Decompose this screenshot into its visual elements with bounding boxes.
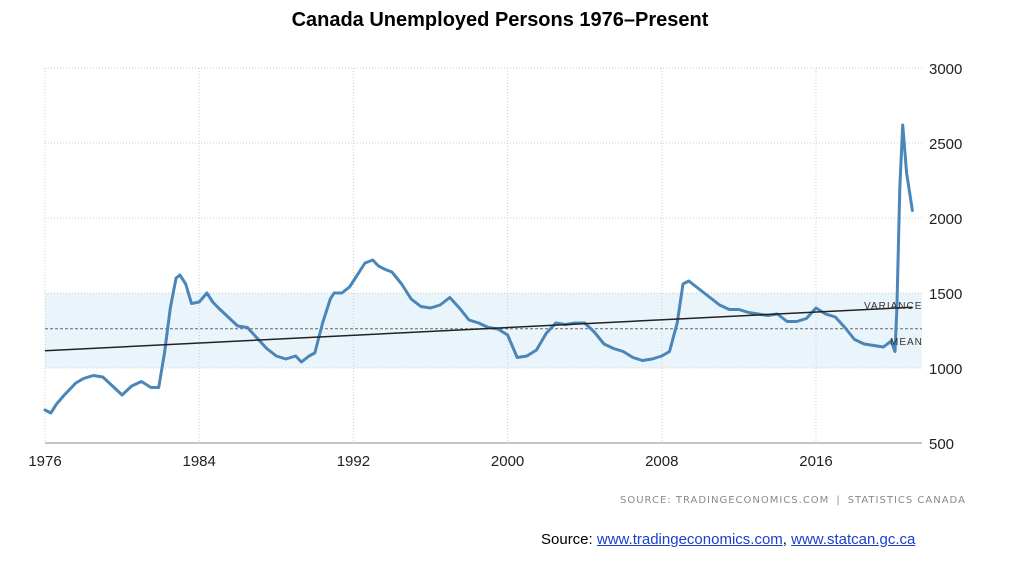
source-line: Source: www.tradingeconomics.com, www.st… bbox=[541, 531, 915, 548]
y-tick-label: 3000 bbox=[929, 61, 962, 78]
mean-label: MEAN bbox=[890, 337, 923, 348]
x-tick-label: 1984 bbox=[183, 453, 216, 470]
x-tick-label: 2000 bbox=[491, 453, 524, 470]
x-tick-label: 2008 bbox=[645, 453, 678, 470]
source-prefix: Source: bbox=[541, 531, 597, 548]
x-tick-label: 2016 bbox=[799, 453, 832, 470]
variance-band bbox=[45, 293, 922, 368]
y-tick-label: 500 bbox=[929, 436, 954, 453]
x-tick-label: 1992 bbox=[337, 453, 370, 470]
y-tick-label: 2500 bbox=[929, 136, 962, 153]
y-tick-label: 1500 bbox=[929, 286, 962, 303]
tradingeconomics-link[interactable]: www.tradingeconomics.com bbox=[596, 531, 783, 548]
x-tick-label: 1976 bbox=[28, 453, 61, 470]
source-caption-right: STATISTICS CANADA bbox=[847, 495, 966, 506]
variance-label: VARIANCE bbox=[864, 301, 922, 312]
y-tick-label: 2000 bbox=[929, 211, 962, 228]
chart-title: Canada Unemployed Persons 1976–Present bbox=[291, 9, 709, 31]
statcan-link[interactable]: www.statcan.gc.ca bbox=[791, 531, 916, 548]
y-tick-label: 1000 bbox=[929, 361, 962, 378]
source-caption-separator: | bbox=[836, 495, 841, 506]
source-caption-left: SOURCE: TRADINGECONOMICS.COM bbox=[620, 495, 830, 506]
source-caption: SOURCE: TRADINGECONOMICS.COM | STATISTICS … bbox=[620, 495, 966, 506]
source-comma: , bbox=[782, 531, 792, 548]
series-line bbox=[43, 123, 914, 415]
trend-line bbox=[44, 306, 913, 352]
